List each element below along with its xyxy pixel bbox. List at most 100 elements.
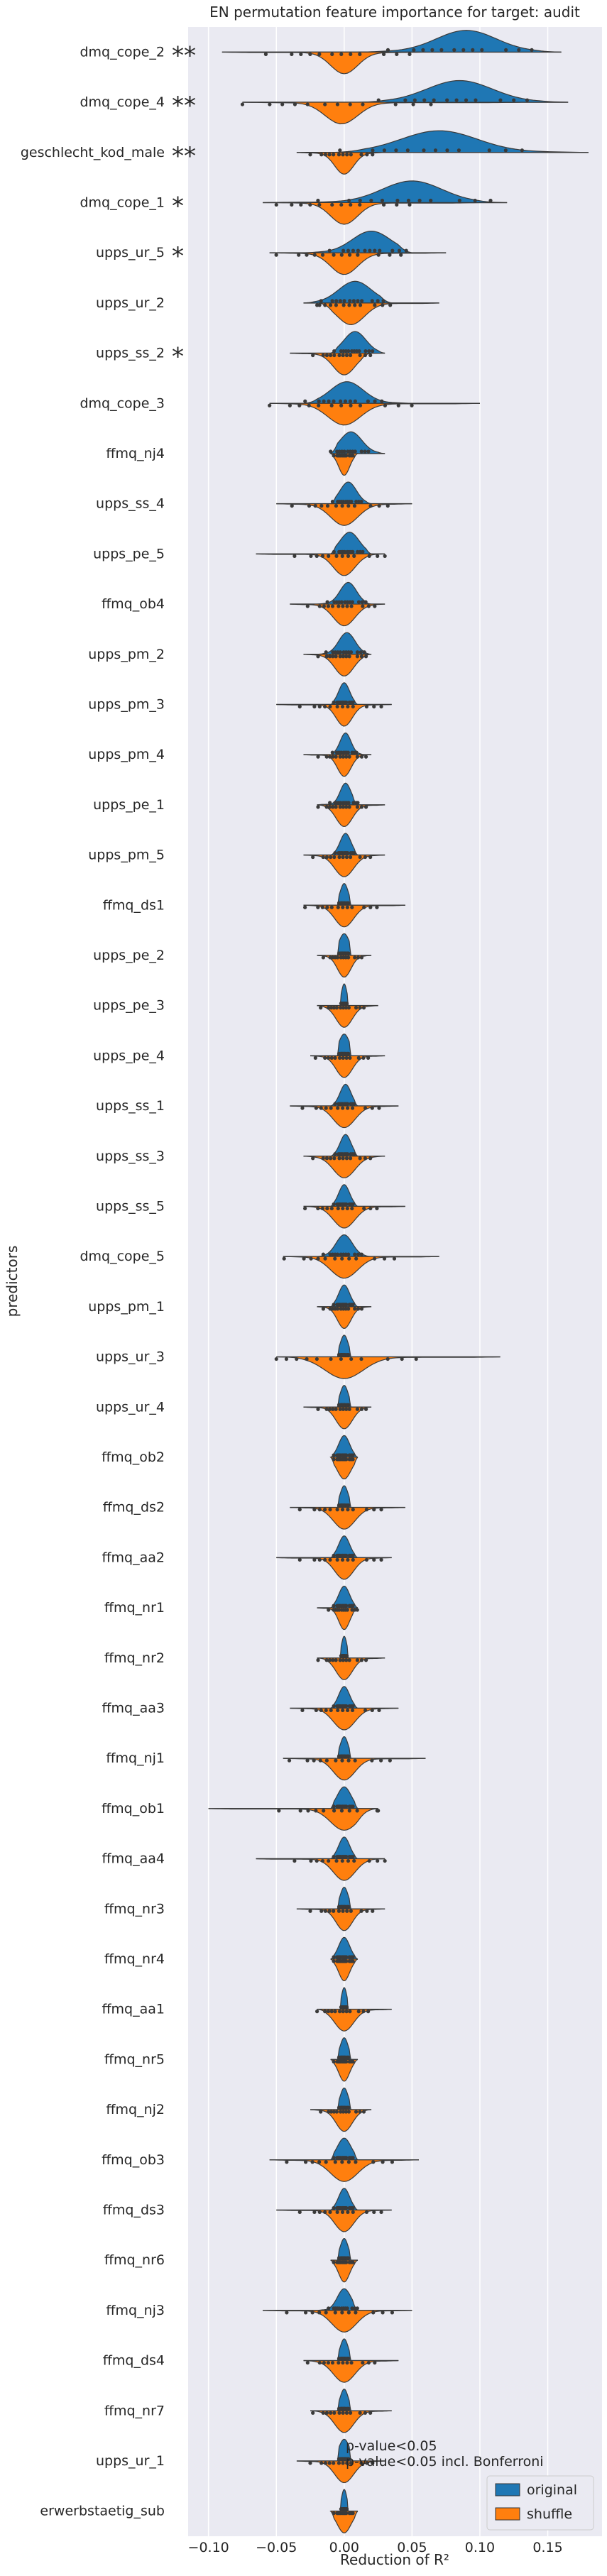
- data-point-shuffle: [344, 1056, 349, 1060]
- data-point-original: [474, 98, 478, 102]
- violin-shuffle-upps-pm-5: [303, 854, 385, 877]
- data-point-shuffle: [388, 253, 392, 257]
- data-point-shuffle: [340, 454, 345, 458]
- data-point-shuffle: [353, 1758, 357, 1763]
- y-tick-label-upps-ss-3: upps_ss_3: [96, 1149, 165, 1164]
- data-point-shuffle: [359, 755, 364, 759]
- data-point-shuffle: [344, 1006, 349, 1010]
- data-point-original: [327, 399, 331, 403]
- data-point-shuffle: [328, 955, 332, 960]
- data-point-shuffle: [321, 353, 325, 358]
- y-tick-label-upps-ur-1: upps_ur_1: [96, 2453, 165, 2469]
- data-point-shuffle: [358, 1006, 362, 1010]
- data-point-original: [344, 2406, 349, 2411]
- data-point-shuffle: [323, 303, 327, 307]
- data-point-shuffle: [337, 855, 341, 860]
- data-point-shuffle: [335, 1557, 339, 1562]
- data-point-shuffle: [326, 1056, 331, 1060]
- data-point-shuffle: [341, 2010, 345, 2014]
- y-tick-label-upps-ss-5: upps_ss_5: [96, 1198, 165, 1214]
- data-point-shuffle: [395, 202, 399, 207]
- data-point-shuffle: [327, 1658, 332, 1662]
- data-point-original: [417, 198, 422, 203]
- data-point-shuffle: [327, 1858, 331, 1863]
- data-point-shuffle: [317, 202, 322, 207]
- violin-original-upps-ur-4: [337, 1385, 352, 1408]
- data-point-shuffle: [327, 1006, 331, 1010]
- data-point-original: [395, 198, 400, 203]
- data-point-shuffle: [377, 504, 381, 508]
- data-point-shuffle: [349, 353, 353, 358]
- data-point-shuffle: [335, 2210, 339, 2215]
- violin-original-ffmq-nr5: [337, 2037, 352, 2060]
- violin-shuffle-upps-ur-5: [269, 252, 447, 275]
- data-point-original: [358, 198, 362, 203]
- data-point-original: [340, 1955, 345, 1959]
- data-point-shuffle: [334, 654, 338, 659]
- data-point-shuffle: [383, 403, 388, 407]
- data-point-original: [335, 1955, 339, 1959]
- y-tick-label-ffmq-aa4: ffmq_aa4: [102, 1851, 165, 1867]
- data-point-shuffle: [323, 1256, 327, 1261]
- violin-original-ffmq-ds1: [337, 883, 352, 906]
- data-point-shuffle: [324, 805, 329, 809]
- violin-shuffle-ffmq-nj1: [283, 1758, 426, 1781]
- data-point-shuffle: [340, 1508, 345, 1512]
- data-point-original: [316, 198, 320, 203]
- data-point-original: [332, 1955, 336, 1959]
- data-point-original: [335, 1704, 339, 1709]
- data-point-shuffle: [353, 1608, 357, 1612]
- data-point-original: [355, 2306, 359, 2311]
- data-point-shuffle: [363, 1156, 368, 1161]
- data-point-shuffle: [349, 52, 353, 56]
- data-point-shuffle: [333, 2010, 337, 2014]
- data-point-shuffle: [324, 1156, 329, 1161]
- data-point-shuffle: [320, 905, 324, 909]
- data-point-shuffle: [346, 554, 351, 558]
- data-point-shuffle: [370, 1758, 374, 1763]
- data-point-shuffle: [335, 102, 340, 106]
- data-point-shuffle: [329, 2110, 334, 2114]
- data-point-original: [373, 399, 377, 403]
- data-point-shuffle: [390, 2311, 395, 2315]
- violin-original-ffmq-ob2: [330, 1435, 359, 1458]
- data-point-shuffle: [336, 1106, 340, 1110]
- data-point-shuffle: [359, 1407, 364, 1411]
- y-tick-label-upps-ur-3: upps_ur_3: [96, 1349, 165, 1365]
- data-point-original: [454, 98, 459, 102]
- data-point-original: [340, 1553, 345, 1557]
- data-point-original: [324, 650, 328, 654]
- violin-shuffle-ffmq-ob3: [269, 2159, 419, 2182]
- data-point-shuffle: [344, 755, 349, 759]
- data-point-original: [339, 2457, 343, 2461]
- data-point-shuffle: [379, 2210, 383, 2215]
- data-point-original: [370, 299, 374, 303]
- data-point-shuffle: [335, 2511, 339, 2516]
- data-point-shuffle: [341, 303, 346, 307]
- data-point-shuffle: [324, 1407, 329, 1411]
- data-point-shuffle: [323, 2461, 327, 2465]
- data-point-shuffle: [314, 1106, 318, 1110]
- y-tick-label-upps-ur-2: upps_ur_2: [96, 295, 165, 311]
- data-point-shuffle: [337, 153, 341, 157]
- plot-area: [188, 27, 602, 2536]
- data-point-shuffle: [317, 303, 322, 307]
- data-point-original: [339, 1503, 343, 1508]
- data-point-shuffle: [345, 1106, 350, 1110]
- data-point-original: [341, 1352, 346, 1357]
- data-point-shuffle: [371, 2311, 376, 2315]
- data-point-shuffle: [310, 2311, 315, 2315]
- violin-shuffle-ffmq-nr4: [330, 1958, 359, 1982]
- data-point-shuffle: [352, 1858, 356, 1863]
- data-point-shuffle: [341, 2461, 345, 2465]
- y-tick-label-dmq-cope-4: dmq_cope_4: [80, 94, 165, 110]
- data-point-shuffle: [359, 654, 364, 659]
- data-point-original: [359, 500, 363, 504]
- data-point-shuffle: [329, 1708, 333, 1713]
- data-point-shuffle: [355, 654, 360, 659]
- data-point-shuffle: [368, 1206, 373, 1211]
- data-point-shuffle: [320, 1858, 325, 1863]
- data-point-shuffle: [355, 805, 360, 809]
- violin-shuffle-ffmq-ds2: [290, 1507, 405, 1530]
- data-point-original: [367, 349, 371, 353]
